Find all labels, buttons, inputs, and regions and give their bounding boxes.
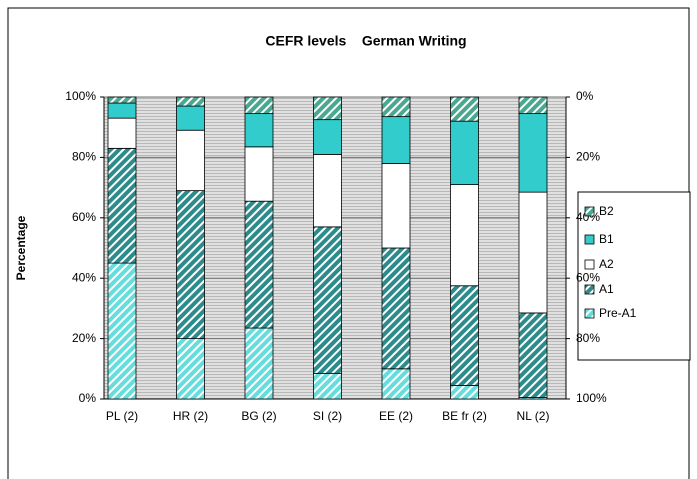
bar-segment bbox=[244, 113, 274, 148]
bar-segment bbox=[518, 113, 548, 193]
legend-swatch bbox=[584, 234, 595, 245]
bar-segment bbox=[518, 96, 548, 115]
bar-segment bbox=[518, 191, 548, 314]
legend-swatch bbox=[584, 206, 595, 217]
bar-segment bbox=[450, 120, 479, 185]
bar-segment bbox=[244, 327, 274, 400]
bar-segment bbox=[313, 96, 342, 121]
y2-tick-label: 20% bbox=[576, 150, 600, 164]
bar-segment bbox=[244, 200, 274, 329]
bar-segment bbox=[107, 147, 137, 264]
bar-segment bbox=[381, 163, 411, 249]
y2-tick-label: 0% bbox=[576, 89, 594, 103]
y2-tick-label: 100% bbox=[576, 391, 607, 405]
chart-title: CEFR levels German Writing bbox=[265, 33, 466, 49]
bar-segment bbox=[176, 96, 205, 107]
bar-segment bbox=[176, 190, 205, 339]
bar-segment bbox=[450, 184, 479, 287]
x-tick-label: NL (2) bbox=[517, 409, 550, 423]
legend-label: B1 bbox=[599, 232, 614, 246]
bar-segment bbox=[313, 119, 342, 155]
bar-segment bbox=[107, 117, 137, 149]
x-tick-label: BG (2) bbox=[241, 409, 276, 423]
bar-segment bbox=[381, 96, 411, 118]
y-tick-label: 40% bbox=[72, 270, 96, 284]
legend-swatch bbox=[584, 259, 595, 270]
y2-tick-label: 60% bbox=[576, 270, 600, 284]
x-tick-label: PL (2) bbox=[106, 409, 138, 423]
bar-segment bbox=[381, 368, 411, 400]
bar-segment bbox=[381, 116, 411, 164]
y-tick-label: 20% bbox=[72, 331, 96, 345]
y2-tick-label: 80% bbox=[576, 331, 600, 345]
bar-segment bbox=[450, 385, 479, 400]
bar-segment bbox=[381, 247, 411, 370]
bar-segment bbox=[244, 146, 274, 202]
bar-segment bbox=[176, 338, 205, 400]
legend-swatch bbox=[584, 308, 595, 319]
legend-label: A1 bbox=[599, 282, 614, 296]
bar-segment bbox=[176, 129, 205, 192]
x-tick-label: EE (2) bbox=[379, 409, 413, 423]
x-tick-label: SI (2) bbox=[313, 409, 342, 423]
y-tick-label: 100% bbox=[65, 89, 96, 103]
bar-segment bbox=[313, 372, 342, 400]
legend-label: B2 bbox=[599, 204, 614, 218]
y-axis-label: Percentage bbox=[14, 215, 28, 280]
legend-swatch bbox=[584, 284, 595, 295]
bar-segment bbox=[450, 285, 479, 386]
y-tick-label: 80% bbox=[72, 150, 96, 164]
bar-segment bbox=[107, 102, 137, 119]
legend-label: A2 bbox=[599, 257, 614, 271]
legend-label: Pre-A1 bbox=[599, 306, 637, 320]
bar-segment bbox=[518, 312, 548, 398]
y-tick-label: 60% bbox=[72, 210, 96, 224]
legend bbox=[577, 191, 691, 361]
bar-segment bbox=[107, 262, 137, 400]
bar-segment bbox=[107, 96, 137, 104]
bar-segment bbox=[450, 96, 479, 122]
y-tick-label: 0% bbox=[79, 391, 97, 405]
x-tick-label: HR (2) bbox=[173, 409, 208, 423]
bar-segment bbox=[176, 105, 205, 131]
bar-segment bbox=[244, 96, 274, 115]
x-tick-label: BE fr (2) bbox=[442, 409, 487, 423]
bar-segment bbox=[313, 153, 342, 228]
bar-segment bbox=[313, 226, 342, 374]
